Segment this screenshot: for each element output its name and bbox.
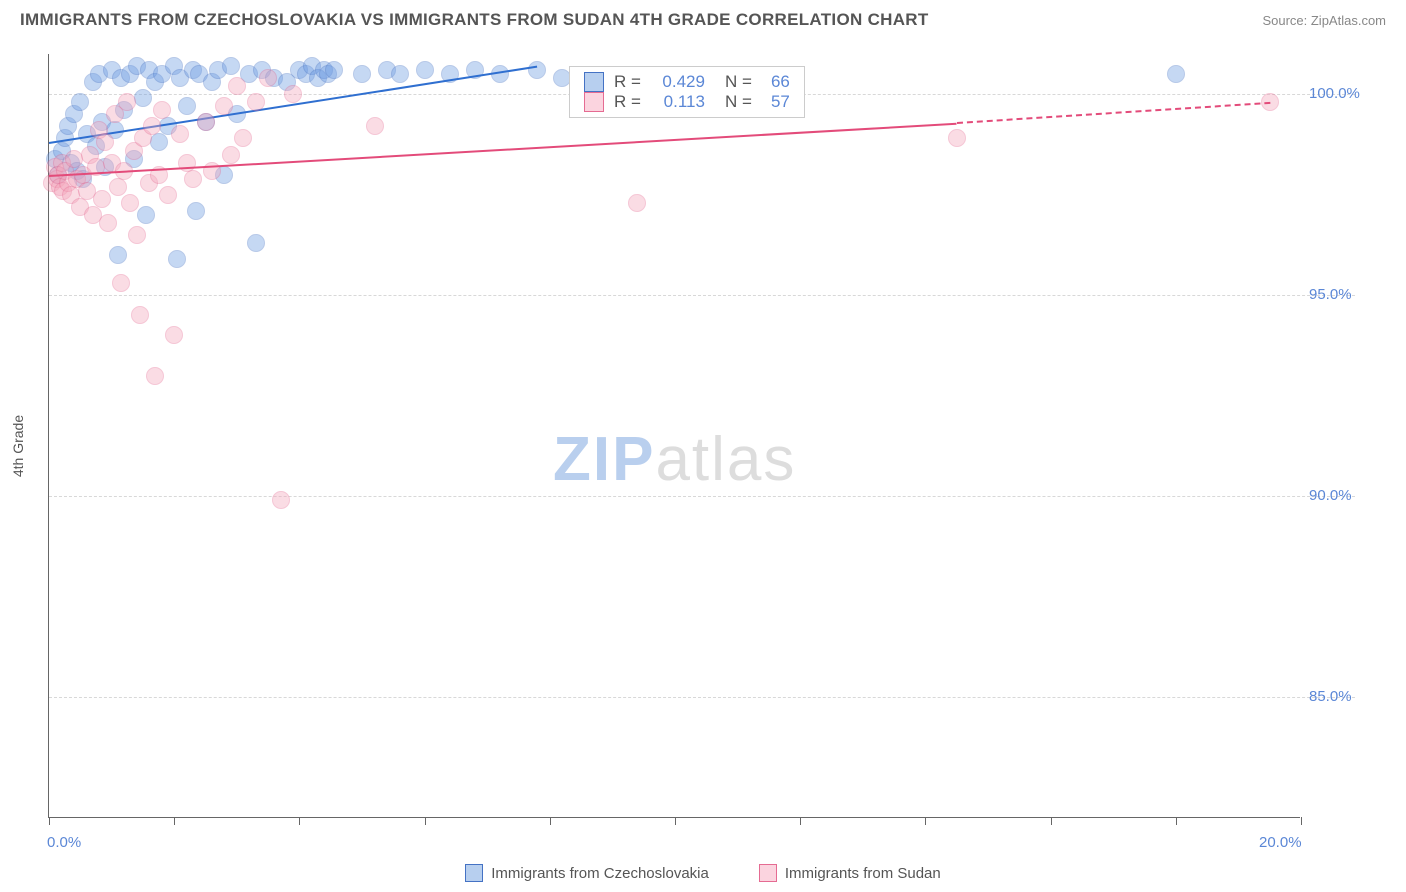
scatter-point (178, 97, 196, 115)
stats-r-value: 0.429 (651, 72, 705, 92)
scatter-point (353, 65, 371, 83)
source-label: Source: ZipAtlas.com (1262, 13, 1386, 28)
stats-legend-box: R = 0.429 N = 66 R = 0.113 N = 57 (569, 66, 805, 118)
x-tick (1051, 817, 1052, 825)
scatter-point (284, 85, 302, 103)
x-tick-label: 20.0% (1259, 834, 1302, 851)
scatter-point (222, 146, 240, 164)
stats-n-value: 57 (762, 92, 790, 112)
scatter-point (259, 69, 277, 87)
grid-line (49, 496, 1355, 497)
header: IMMIGRANTS FROM CZECHOSLOVAKIA VS IMMIGR… (0, 0, 1406, 40)
x-tick (49, 817, 50, 825)
x-tick (1176, 817, 1177, 825)
scatter-point (137, 206, 155, 224)
stats-swatch-icon (584, 92, 604, 112)
grid-line (49, 295, 1355, 296)
stats-row: R = 0.429 N = 66 (584, 72, 790, 92)
x-tick (174, 817, 175, 825)
scatter-point (168, 250, 186, 268)
trend-line (957, 102, 1270, 124)
scatter-point (416, 61, 434, 79)
scatter-point (159, 186, 177, 204)
scatter-point (99, 214, 117, 232)
scatter-point (96, 133, 114, 151)
scatter-point (948, 129, 966, 147)
x-tick (1301, 817, 1302, 825)
scatter-point (628, 194, 646, 212)
scatter-point (528, 61, 546, 79)
legend-swatch-icon (465, 864, 483, 882)
scatter-point (272, 491, 290, 509)
scatter-point (391, 65, 409, 83)
scatter-point (134, 89, 152, 107)
scatter-point (171, 125, 189, 143)
stats-row: R = 0.113 N = 57 (584, 92, 790, 112)
scatter-point (143, 117, 161, 135)
stats-n-label: N = (725, 72, 752, 92)
x-tick (425, 817, 426, 825)
scatter-point (247, 93, 265, 111)
legend-item-czechoslovakia: Immigrants from Czechoslovakia (465, 864, 709, 882)
scatter-point (153, 101, 171, 119)
chart-title: IMMIGRANTS FROM CZECHOSLOVAKIA VS IMMIGR… (20, 10, 929, 30)
plot-area: 85.0%90.0%95.0%100.0%0.0%20.0%ZIPatlasR … (48, 54, 1300, 818)
scatter-point (128, 226, 146, 244)
x-tick-label: 0.0% (47, 834, 81, 851)
legend-swatch-icon (759, 864, 777, 882)
scatter-point (184, 170, 202, 188)
scatter-point (93, 190, 111, 208)
scatter-point (222, 57, 240, 75)
x-tick (299, 817, 300, 825)
y-tick-label: 95.0% (1309, 286, 1352, 303)
scatter-point (228, 77, 246, 95)
legend-label: Immigrants from Czechoslovakia (491, 865, 709, 882)
stats-r-label: R = (614, 72, 641, 92)
bottom-legend: Immigrants from Czechoslovakia Immigrant… (0, 864, 1406, 882)
scatter-point (146, 367, 164, 385)
x-tick (925, 817, 926, 825)
scatter-point (150, 133, 168, 151)
scatter-point (215, 97, 233, 115)
y-tick-label: 100.0% (1309, 85, 1360, 102)
scatter-point (109, 246, 127, 264)
stats-swatch-icon (584, 72, 604, 92)
scatter-point (325, 61, 343, 79)
x-tick (675, 817, 676, 825)
stats-n-label: N = (725, 92, 752, 112)
x-tick (550, 817, 551, 825)
stats-r-value: 0.113 (651, 92, 705, 112)
scatter-point (1167, 65, 1185, 83)
stats-n-value: 66 (762, 72, 790, 92)
scatter-point (187, 202, 205, 220)
x-tick (800, 817, 801, 825)
scatter-point (247, 234, 265, 252)
scatter-point (234, 129, 252, 147)
y-tick-label: 90.0% (1309, 487, 1352, 504)
scatter-point (131, 306, 149, 324)
scatter-plot: 85.0%90.0%95.0%100.0%0.0%20.0%ZIPatlasR … (48, 54, 1300, 818)
legend-label: Immigrants from Sudan (785, 865, 941, 882)
scatter-point (197, 113, 215, 131)
scatter-point (112, 274, 130, 292)
stats-r-label: R = (614, 92, 641, 112)
watermark: ZIPatlas (553, 424, 796, 495)
scatter-point (109, 178, 127, 196)
scatter-point (366, 117, 384, 135)
y-tick-label: 85.0% (1309, 688, 1352, 705)
scatter-point (118, 93, 136, 111)
scatter-point (121, 194, 139, 212)
legend-item-sudan: Immigrants from Sudan (759, 864, 941, 882)
y-axis-label: 4th Grade (10, 415, 26, 477)
grid-line (49, 697, 1355, 698)
scatter-point (165, 326, 183, 344)
scatter-point (71, 93, 89, 111)
